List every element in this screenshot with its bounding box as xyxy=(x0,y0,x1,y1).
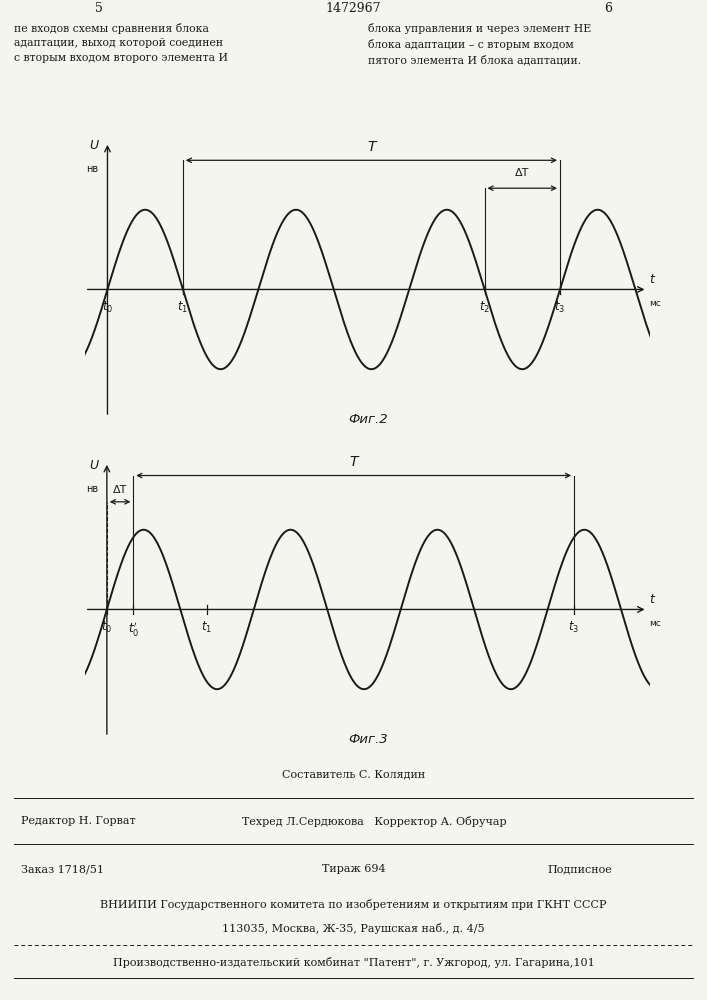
Text: Техред Л.Сердюкова   Корректор А. Обручар: Техред Л.Сердюкова Корректор А. Обручар xyxy=(243,816,507,827)
Text: блока управления и через элемент НЕ
блока адаптации – с вторым входом
пятого эле: блока управления и через элемент НЕ блок… xyxy=(368,22,591,66)
Text: 113035, Москва, Ж-35, Раушская наб., д. 4/5: 113035, Москва, Ж-35, Раушская наб., д. … xyxy=(222,922,485,934)
Text: Подписное: Подписное xyxy=(547,864,612,874)
Text: Производственно-издательский комбинат "Патент", г. Ужгород, ул. Гагарина,101: Производственно-издательский комбинат "П… xyxy=(112,957,595,968)
Text: 1472967: 1472967 xyxy=(326,2,381,15)
Text: $t_1$: $t_1$ xyxy=(201,620,212,635)
Text: U: U xyxy=(89,459,98,472)
Text: пе входов схемы сравнения блока
адаптации, выход которой соединен
с вторым входо: пе входов схемы сравнения блока адаптаци… xyxy=(14,22,228,63)
Text: $t_0$: $t_0$ xyxy=(102,300,113,315)
Text: ΔТ: ΔТ xyxy=(113,485,127,495)
Text: 6: 6 xyxy=(604,2,612,15)
Text: ВНИИПИ Государственного комитета по изобретениям и открытиям при ГКНТ СССР: ВНИИПИ Государственного комитета по изоб… xyxy=(100,898,607,910)
Text: Составитель С. Колядин: Составитель С. Колядин xyxy=(282,769,425,779)
Text: нв: нв xyxy=(86,164,98,174)
Text: ΔТ: ΔТ xyxy=(515,168,530,178)
Text: мс: мс xyxy=(649,619,661,628)
Text: T: T xyxy=(349,455,358,469)
Text: Заказ 1718/51: Заказ 1718/51 xyxy=(21,864,104,874)
Text: Тираж 694: Тираж 694 xyxy=(322,864,385,874)
Text: Фиг.3: Фиг.3 xyxy=(348,733,387,746)
Text: $t_3$: $t_3$ xyxy=(568,620,580,635)
Text: $t_2$: $t_2$ xyxy=(479,300,490,315)
Text: $t_0'$: $t_0'$ xyxy=(128,620,139,638)
Text: U: U xyxy=(89,139,98,152)
Text: мс: мс xyxy=(649,299,661,308)
Text: t: t xyxy=(649,273,654,286)
Text: $t_0$: $t_0$ xyxy=(101,620,112,635)
Text: Фиг.2: Фиг.2 xyxy=(348,413,387,426)
Text: t: t xyxy=(649,593,654,606)
Text: нв: нв xyxy=(86,484,98,494)
Text: Редактор Н. Горват: Редактор Н. Горват xyxy=(21,816,136,826)
Text: T: T xyxy=(367,140,375,154)
Text: 5: 5 xyxy=(95,2,103,15)
Text: $t_1$: $t_1$ xyxy=(177,300,189,315)
Text: $t_3$: $t_3$ xyxy=(554,300,566,315)
